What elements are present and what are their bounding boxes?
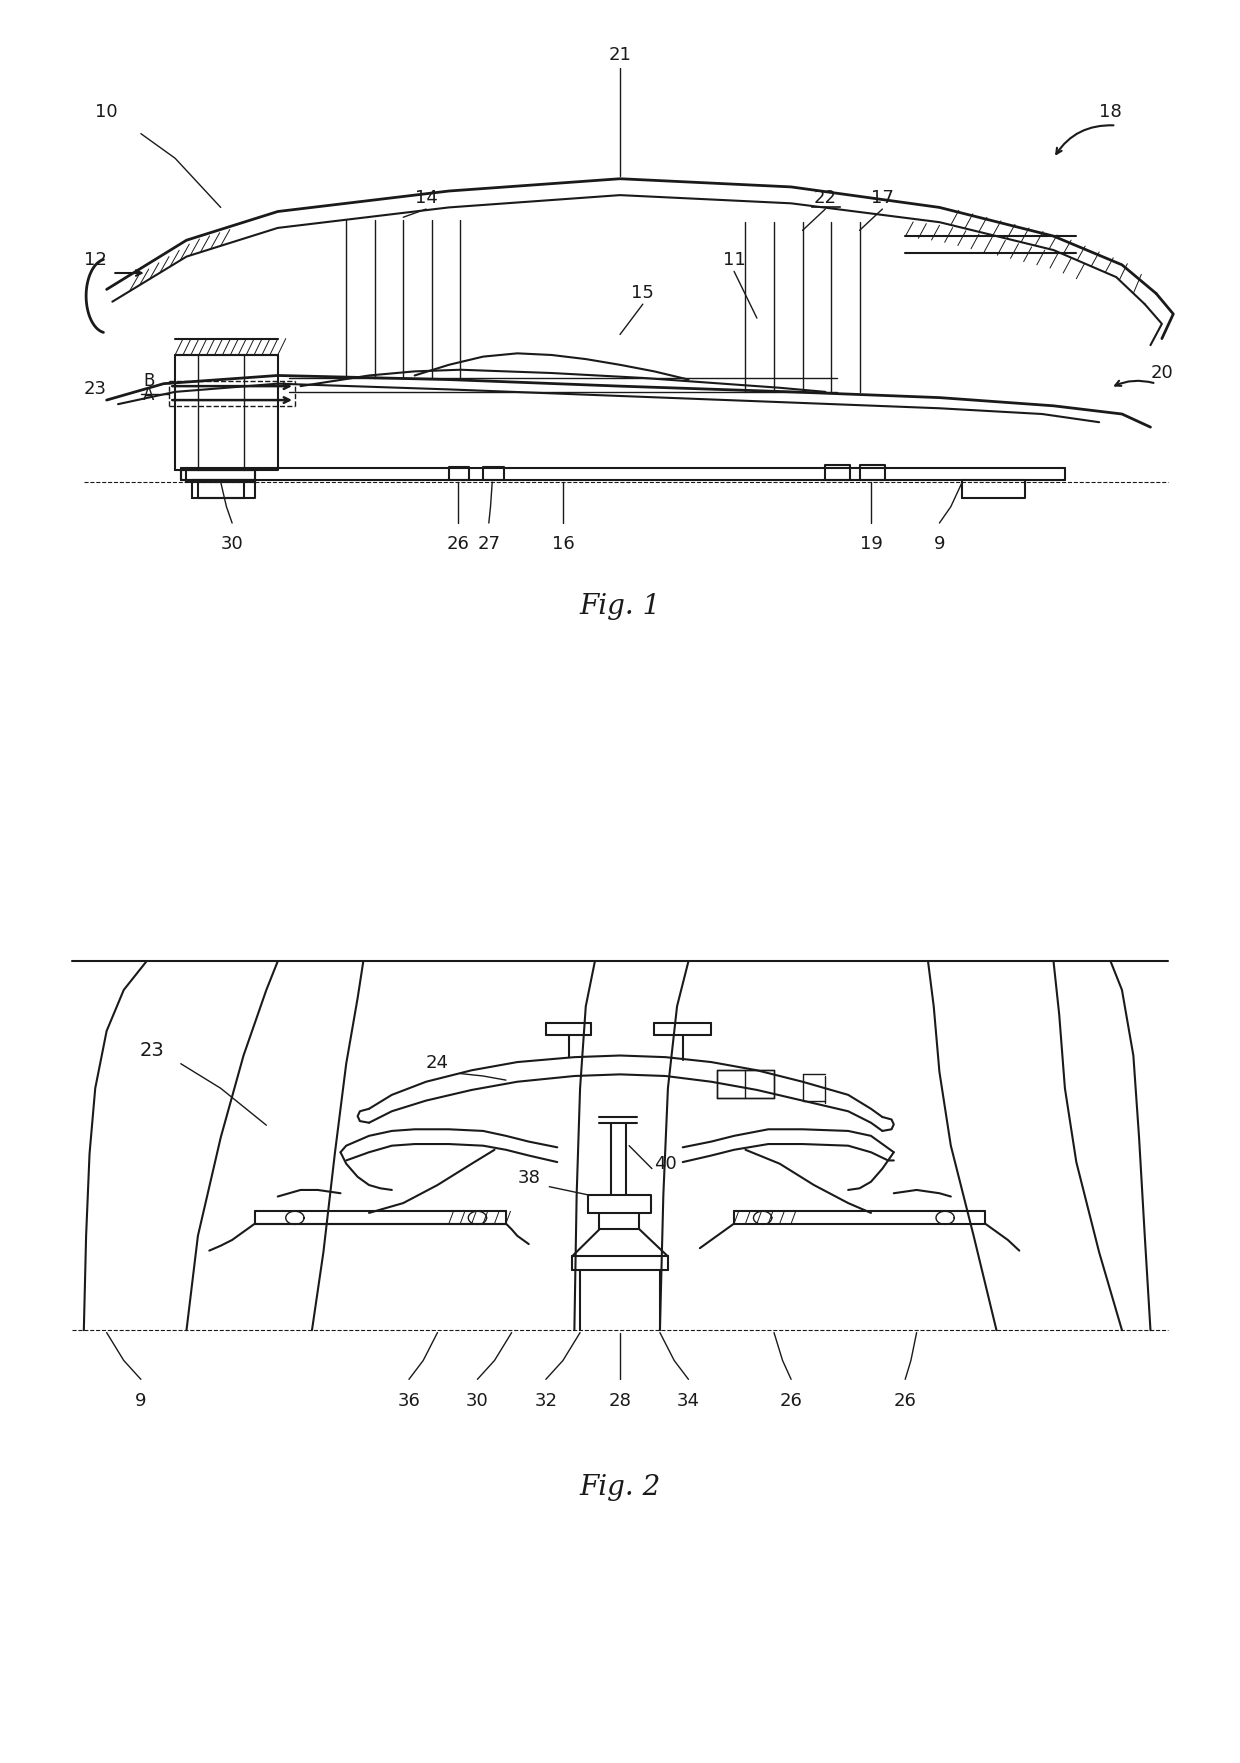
Text: 27: 27 — [477, 536, 500, 554]
Text: 30: 30 — [221, 536, 243, 554]
Text: 34: 34 — [677, 1391, 699, 1410]
Text: 12: 12 — [84, 250, 107, 268]
Text: 20: 20 — [1151, 363, 1173, 383]
Text: 23: 23 — [84, 381, 107, 398]
Text: 28: 28 — [609, 1391, 631, 1410]
Text: 9: 9 — [934, 536, 945, 554]
Text: 11: 11 — [723, 250, 745, 268]
Text: Fig. 1: Fig. 1 — [579, 592, 661, 621]
Text: 15: 15 — [631, 284, 655, 301]
Text: A: A — [143, 386, 155, 404]
Text: 32: 32 — [534, 1391, 557, 1410]
Text: 17: 17 — [870, 189, 894, 208]
Text: 10: 10 — [95, 104, 118, 122]
Text: 30: 30 — [466, 1391, 489, 1410]
Text: 19: 19 — [859, 536, 883, 554]
Text: 38: 38 — [517, 1169, 541, 1186]
Text: B: B — [143, 372, 155, 390]
Text: 36: 36 — [398, 1391, 420, 1410]
Text: 23: 23 — [140, 1040, 165, 1060]
Text: 22: 22 — [813, 189, 837, 208]
Text: 26: 26 — [446, 536, 470, 554]
Text: 40: 40 — [655, 1155, 677, 1172]
Text: 21: 21 — [609, 46, 631, 63]
Text: 24: 24 — [425, 1054, 449, 1072]
Text: 9: 9 — [135, 1391, 146, 1410]
Text: 26: 26 — [780, 1391, 802, 1410]
Text: 18: 18 — [1099, 104, 1122, 122]
Text: 14: 14 — [414, 189, 438, 208]
Text: 26: 26 — [894, 1391, 916, 1410]
Text: Fig. 2: Fig. 2 — [579, 1474, 661, 1500]
Text: 16: 16 — [552, 536, 574, 554]
